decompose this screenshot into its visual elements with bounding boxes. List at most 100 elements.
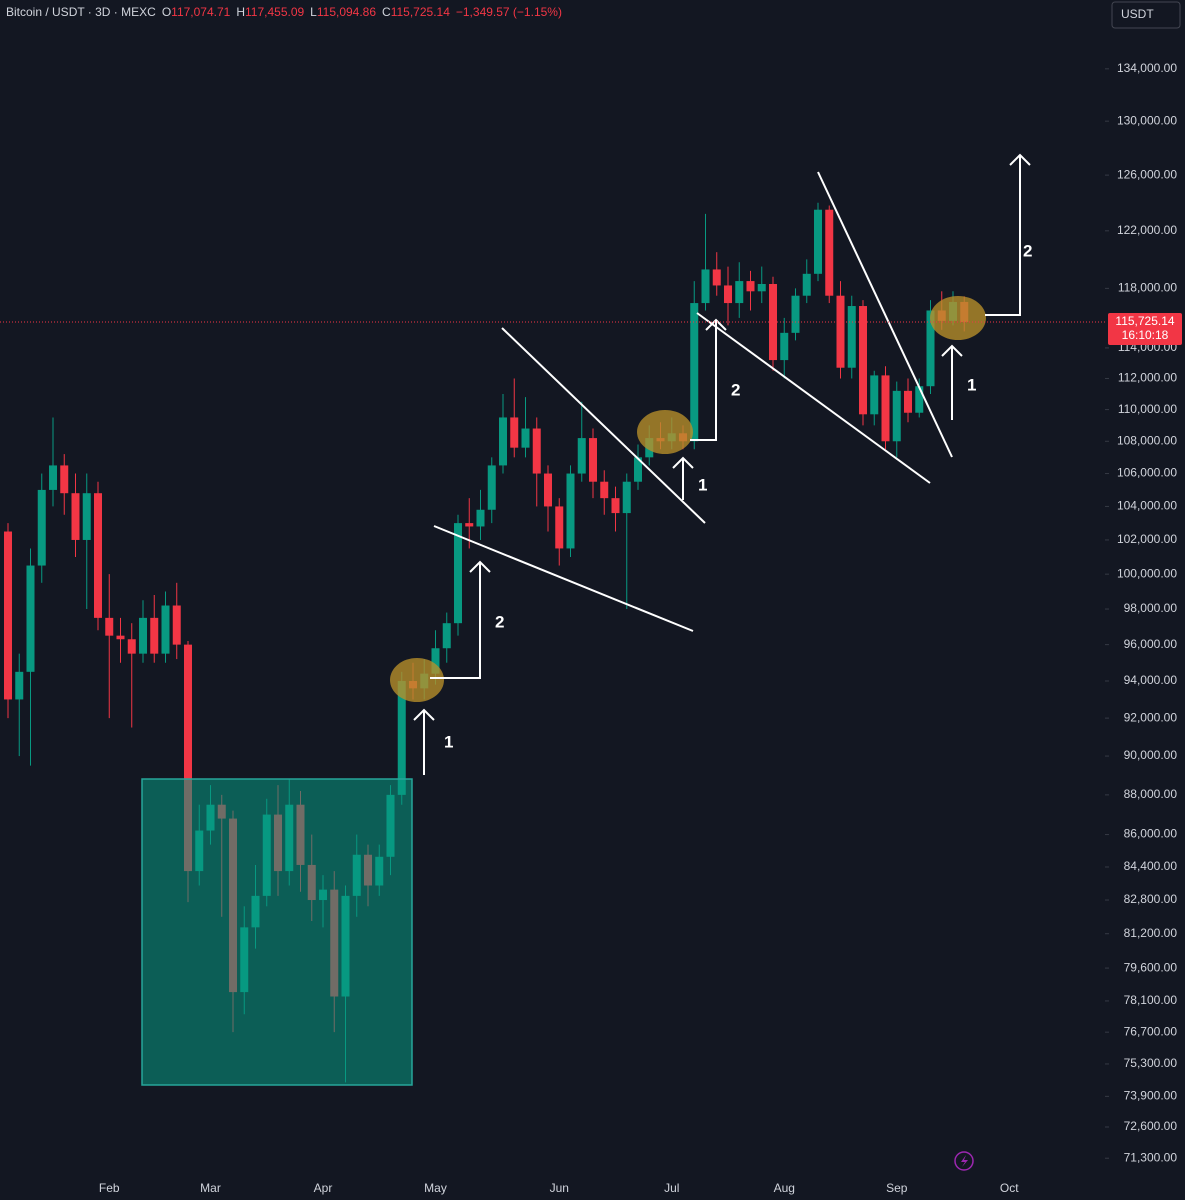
candle-body <box>60 465 69 494</box>
ohlc-value: 117,455.09 <box>245 5 304 19</box>
y-tick-label: 126,000.00 <box>1117 167 1177 181</box>
candle-body <box>442 623 451 649</box>
annotation: 1 <box>967 375 976 394</box>
y-tick-label: 81,200.00 <box>1124 926 1178 940</box>
ohlc-value: 115,094.86 <box>317 5 376 19</box>
candle-body <box>634 457 642 482</box>
y-tick-label: 84,400.00 <box>1124 859 1178 873</box>
price-tag-time: 16:10:18 <box>1122 328 1169 342</box>
candle-body <box>881 375 890 442</box>
currency-button[interactable] <box>1111 1 1181 29</box>
candle-body <box>454 523 462 624</box>
y-tick-label: 122,000.00 <box>1117 223 1177 237</box>
candle-body <box>521 428 530 448</box>
candle-body <box>566 473 575 549</box>
x-tick-label: Apr <box>314 1181 333 1195</box>
candle-body <box>105 617 114 636</box>
candle-body <box>487 465 496 510</box>
y-tick-label: 100,000.00 <box>1117 566 1177 580</box>
drawings <box>413 153 1031 775</box>
candle-body <box>499 417 507 466</box>
y-tick-label: 82,800.00 <box>1124 892 1178 906</box>
y-tick-label: 86,000.00 <box>1124 827 1178 841</box>
candle-body <box>139 617 147 654</box>
arrow <box>430 560 491 679</box>
change: −1,349.57 (−1.15%) <box>456 5 562 19</box>
candle-body <box>847 306 856 368</box>
candle-body <box>859 306 867 415</box>
arrow <box>672 456 694 500</box>
y-tick-label: 73,900.00 <box>1124 1089 1178 1103</box>
candle-body <box>791 295 800 333</box>
candle-body <box>577 438 586 474</box>
candle-body <box>94 493 102 618</box>
currency-label: USDT <box>1121 7 1154 21</box>
y-tick-label: 94,000.00 <box>1124 673 1178 687</box>
price-tag <box>1108 312 1182 345</box>
y-tick-label: 88,000.00 <box>1124 787 1178 801</box>
highlight <box>637 410 693 454</box>
candle-body <box>82 493 91 540</box>
ohlc-value: 115,725.14 <box>391 5 450 19</box>
candle-body <box>904 390 912 413</box>
candle-body <box>184 644 192 872</box>
y-tick-label: 118,000.00 <box>1118 281 1177 295</box>
candle-body <box>555 506 564 549</box>
candle-body <box>814 209 822 274</box>
y-tick-label: 79,600.00 <box>1124 960 1178 974</box>
x-tick-label: Jun <box>550 1181 569 1195</box>
candle-body <box>600 481 609 499</box>
y-tick-label: 96,000.00 <box>1124 637 1178 651</box>
x-tick-label: May <box>424 1181 447 1195</box>
candle-body <box>544 473 552 507</box>
candle-body <box>746 281 755 292</box>
y-tick-label: 108,000.00 <box>1117 433 1177 447</box>
x-tick-label: Aug <box>774 1181 795 1195</box>
y-tick-label: 104,000.00 <box>1117 499 1177 513</box>
candle-body <box>37 489 46 566</box>
candle-body <box>611 498 620 514</box>
candle-body <box>397 680 406 795</box>
candle-body <box>26 565 35 672</box>
y-tick-label: 78,100.00 <box>1124 993 1178 1007</box>
candle-body <box>116 635 125 640</box>
x-tick-label: Feb <box>99 1181 120 1195</box>
candle-body <box>510 417 519 448</box>
arrow <box>941 344 963 420</box>
candle-body <box>172 605 181 645</box>
candle-body <box>701 269 710 304</box>
y-tick-label: 106,000.00 <box>1117 466 1177 480</box>
annotation: 1 <box>698 475 707 494</box>
arrow <box>985 153 1031 316</box>
trend-line <box>817 171 953 458</box>
y-tick-label: 110,000.00 <box>1118 402 1177 416</box>
candle-body <box>836 295 845 368</box>
y-tick-label: 102,000.00 <box>1117 532 1177 546</box>
y-tick-label: 90,000.00 <box>1124 748 1178 762</box>
lightning-icon[interactable] <box>954 1151 974 1171</box>
candle-body <box>757 283 766 292</box>
arrow <box>413 708 435 775</box>
candle-body <box>15 671 24 700</box>
y-tick-label: 112,000.00 <box>1118 371 1177 385</box>
ohlc-key: O <box>162 5 171 19</box>
symbol-header: Bitcoin / USDT · 3D · MEXC O117,074.71 H11… <box>6 5 562 19</box>
candle-body <box>127 639 136 654</box>
y-tick-label: 130,000.00 <box>1117 113 1177 127</box>
x-tick-label: Jul <box>664 1181 679 1195</box>
candle-body <box>712 269 721 286</box>
candle-body <box>926 310 935 387</box>
y-tick-label: 92,000.00 <box>1124 710 1178 724</box>
ohlc-key: L <box>310 5 317 19</box>
candle-body <box>735 281 744 304</box>
candle-body <box>915 386 924 413</box>
candle-body <box>161 605 170 654</box>
candle-body <box>71 493 80 540</box>
candle-body <box>532 428 541 474</box>
highlights <box>390 296 986 702</box>
y-tick-label: 76,700.00 <box>1124 1024 1178 1038</box>
x-tick-label: Sep <box>886 1181 908 1195</box>
annotation: 2 <box>731 380 740 399</box>
y-tick-label: 71,300.00 <box>1124 1150 1178 1164</box>
arrow <box>690 318 727 441</box>
